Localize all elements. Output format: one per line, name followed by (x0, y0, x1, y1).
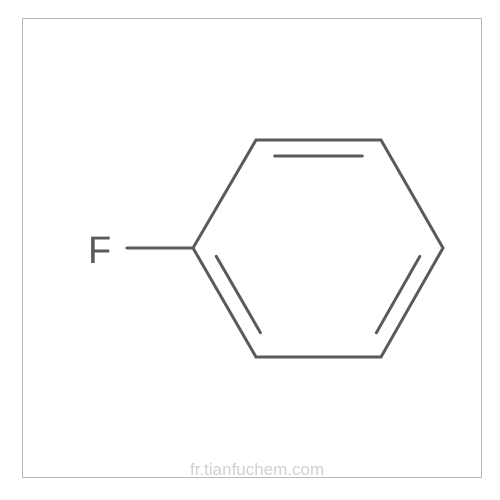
molecule-structure (0, 0, 500, 500)
fluorine-label: F (88, 230, 111, 273)
diagram-canvas: F fr.tianfuchem.com (0, 0, 500, 500)
watermark-text: fr.tianfuchem.com (190, 460, 324, 480)
